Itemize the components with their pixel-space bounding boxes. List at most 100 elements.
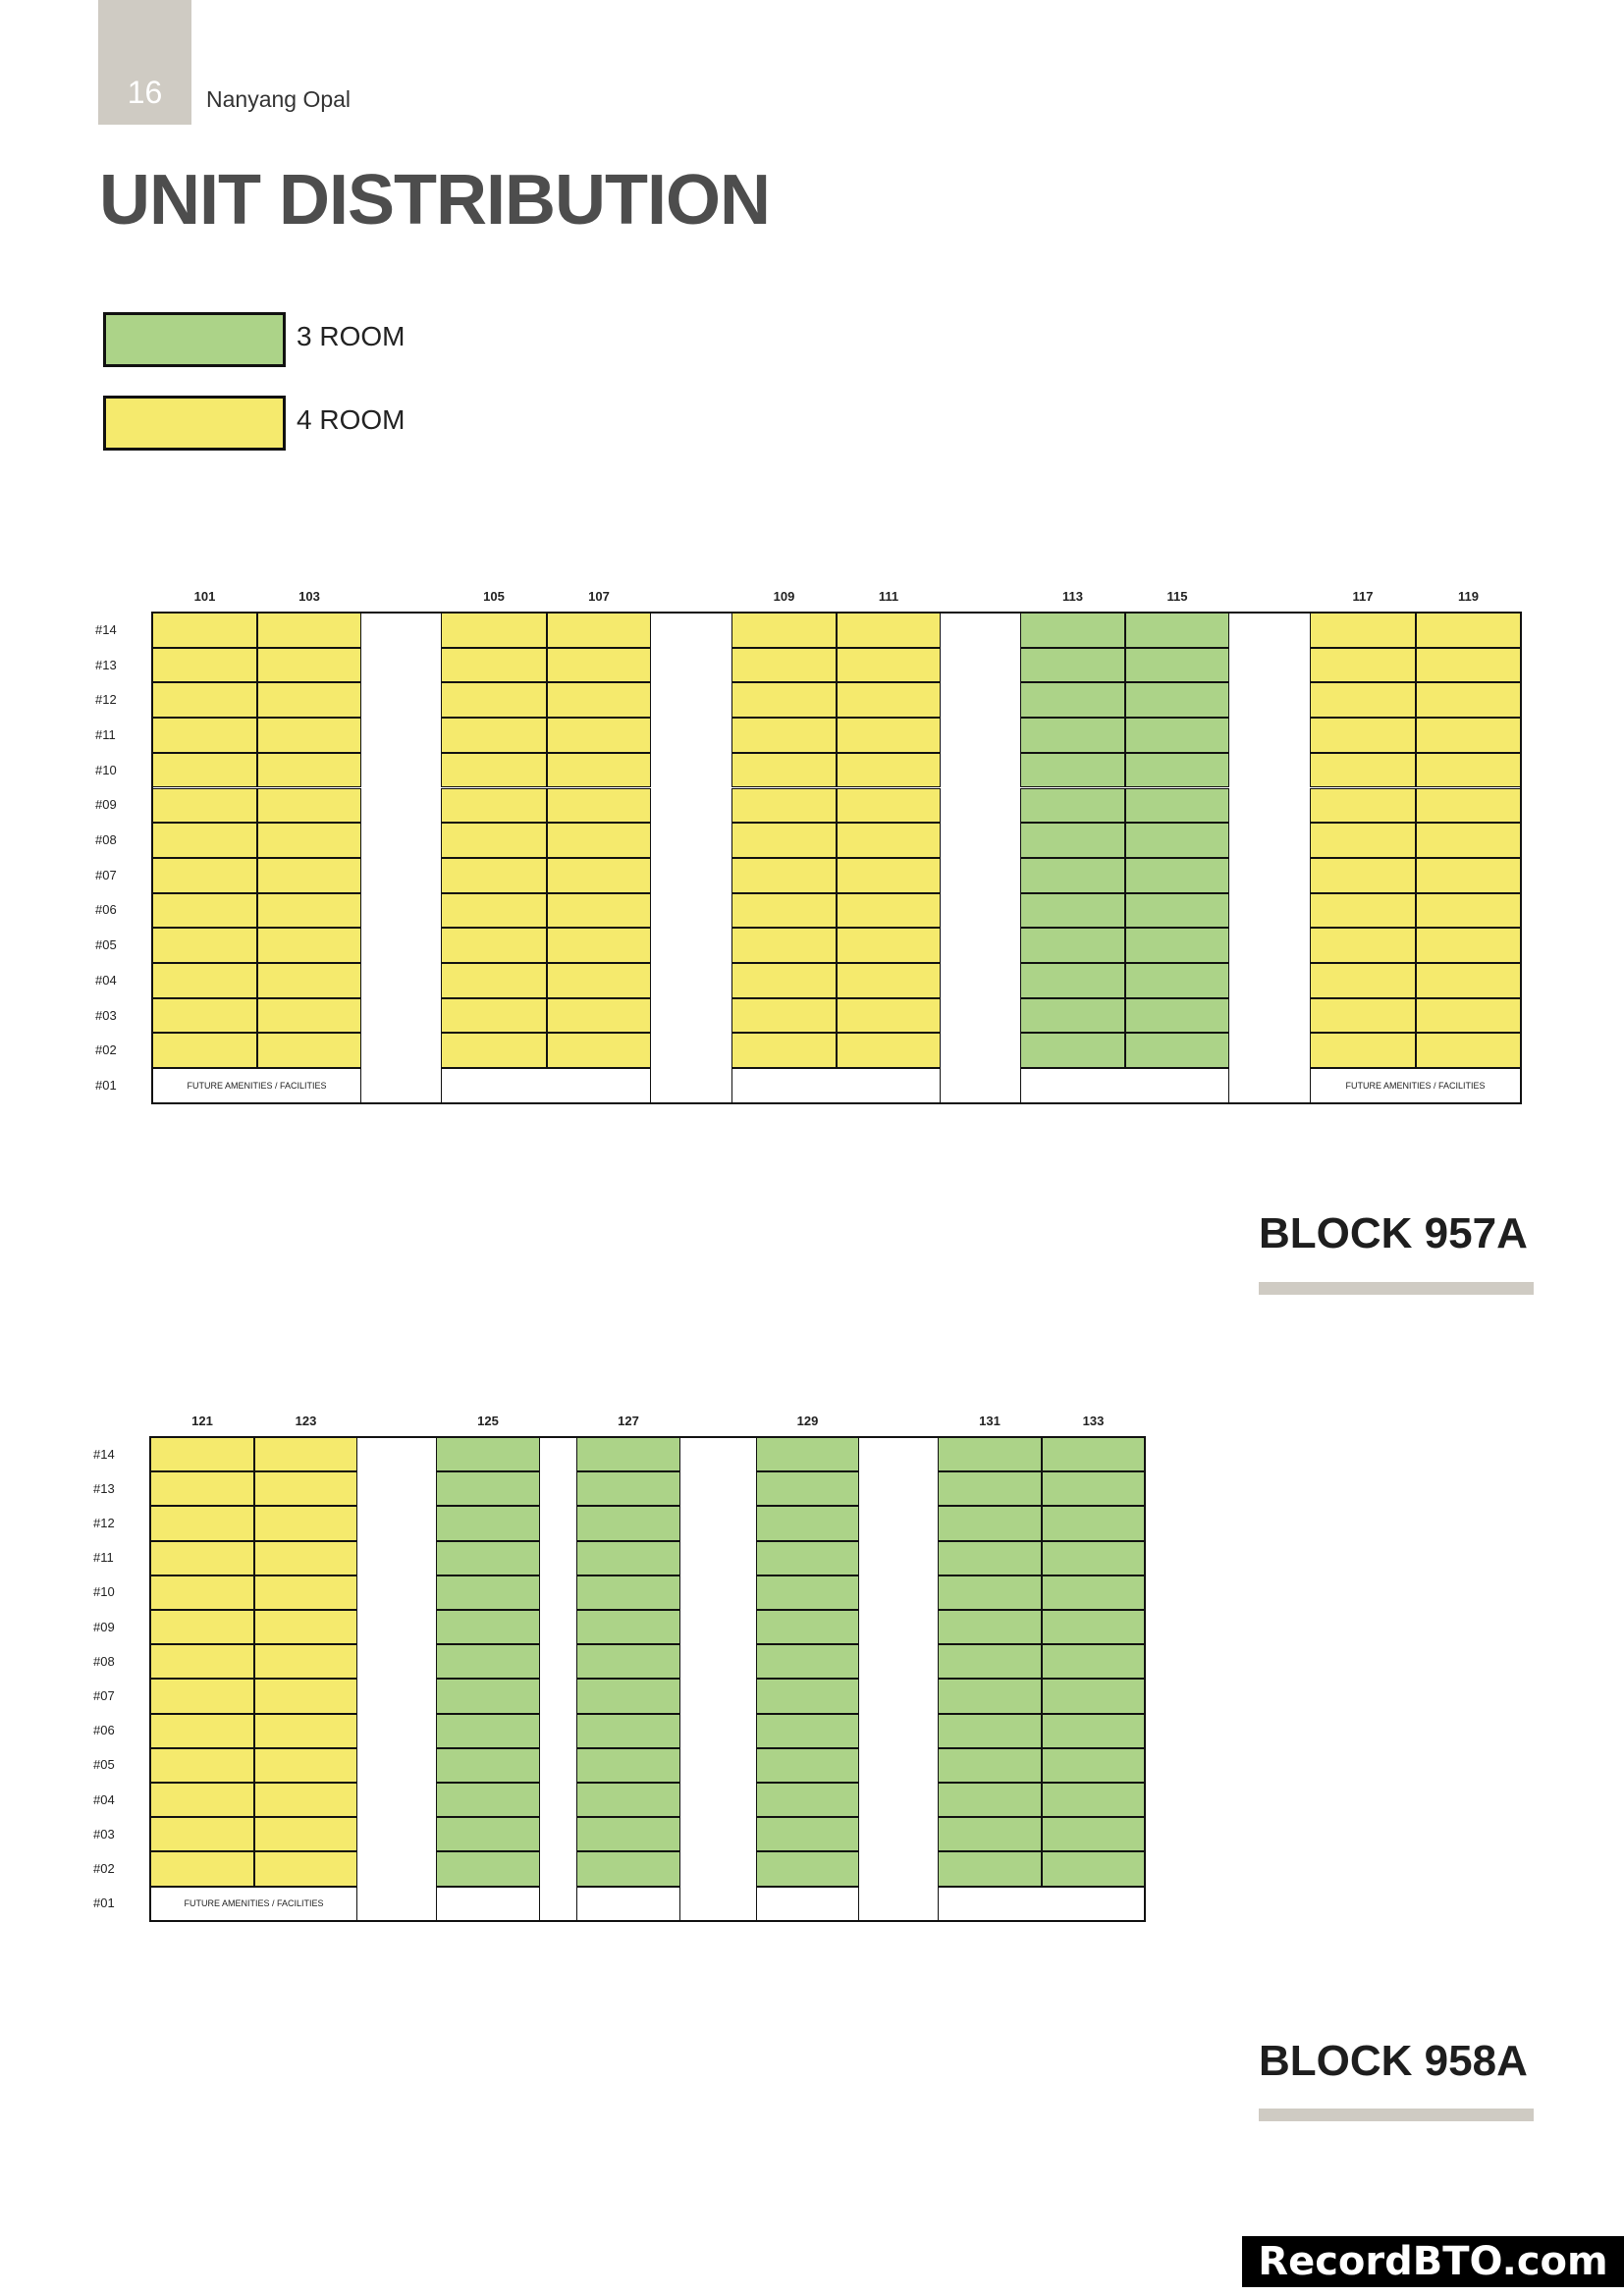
stack-label: 129 [796,1414,819,1428]
unit-cell [1042,1575,1145,1610]
unit-cell [152,997,257,1034]
unit-cell [254,1747,357,1783]
unit-cell [150,1506,254,1541]
unit-cell [576,1817,680,1852]
unit-cell [1310,718,1416,753]
unit-cell [756,1783,859,1818]
floor-label: #09 [95,797,117,813]
unit-cell [756,1437,859,1472]
unit-cell [837,963,941,998]
unit-cell [150,1575,254,1610]
page-number-box [98,0,191,125]
unit-cell [441,857,547,893]
unit-cell [1020,857,1125,893]
floor-label: #08 [95,832,117,848]
floor-label: #09 [93,1619,115,1634]
unit-cell [1020,892,1125,929]
unit-cell [938,1644,1042,1680]
unit-cell [938,1851,1042,1887]
unit-cell [731,647,837,683]
floor-label: #01 [93,1896,115,1911]
floor-label: #05 [93,1757,115,1773]
floor-label: #04 [93,1791,115,1807]
unit-cell [257,787,361,824]
floor-label: #14 [93,1446,115,1462]
stack-label: 125 [477,1414,499,1428]
unit-cell [756,1506,859,1541]
unit-cell [1310,892,1416,929]
unit-cell [756,1817,859,1852]
unit-cell [1042,1437,1145,1472]
unit-cell [254,1610,357,1645]
floor-label: #06 [93,1723,115,1738]
unit-cell [576,1644,680,1680]
unit-cell [436,1471,540,1507]
unit-cell [1310,963,1416,998]
unit-cell [731,928,837,963]
unit-cell [756,1747,859,1783]
unit-cell [441,997,547,1034]
unit-cell [1310,1033,1416,1069]
unit-cell [1020,823,1125,858]
unit-cell [1125,823,1229,858]
unit-cell [441,647,547,683]
legend-label-4-room: 4 ROOM [297,404,406,435]
unit-cell [1125,682,1229,719]
unit-cell [150,1644,254,1680]
unit-cell [254,1575,357,1610]
unit-cell [1125,963,1229,998]
unit-cell [837,997,941,1034]
unit-cell [576,1471,680,1507]
unit-cell [254,1817,357,1852]
void-deck-cell [441,1068,651,1103]
unit-cell [837,928,941,963]
unit-cell [152,1033,257,1069]
unit-cell [837,1033,941,1069]
unit-cell [1416,752,1521,788]
unit-cell [547,928,651,963]
unit-cell [254,1783,357,1818]
unit-cell [257,928,361,963]
unit-cell [257,823,361,858]
unit-cell [1125,997,1229,1034]
unit-cell [436,1540,540,1575]
unit-cell [257,613,361,648]
unit-cell [837,718,941,753]
unit-cell [150,1679,254,1714]
unit-cell [1416,682,1521,719]
unit-cell [152,682,257,719]
unit-cell [152,857,257,893]
unit-cell [436,1679,540,1714]
unit-cell [576,1851,680,1887]
unit-cell [152,892,257,929]
unit-cell [257,857,361,893]
legend-swatch-3-room [103,312,286,367]
unit-cell [1310,787,1416,824]
block-958a-label: BLOCK 958A [1259,2037,1528,2085]
unit-cell [576,1783,680,1818]
unit-cell [576,1575,680,1610]
unit-cell [731,823,837,858]
floor-label: #04 [95,972,117,988]
unit-cell [547,682,651,719]
unit-cell [731,892,837,929]
unit-cell [1416,857,1521,893]
unit-cell [150,1713,254,1748]
stack-label: 123 [295,1414,317,1428]
unit-cell [1416,963,1521,998]
block-957a-label: BLOCK 957A [1259,1209,1528,1257]
page-number: 16 [127,75,163,110]
unit-cell [152,963,257,998]
unit-cell [1125,1033,1229,1069]
unit-cell [837,892,941,929]
unit-cell [1042,1747,1145,1783]
unit-cell [1042,1471,1145,1507]
unit-cell [254,1540,357,1575]
unit-cell [731,787,837,824]
unit-cell [837,647,941,683]
unit-cell [441,963,547,998]
unit-cell [731,857,837,893]
unit-cell [254,1851,357,1887]
floor-label: #07 [95,867,117,882]
floor-label: #08 [93,1653,115,1669]
